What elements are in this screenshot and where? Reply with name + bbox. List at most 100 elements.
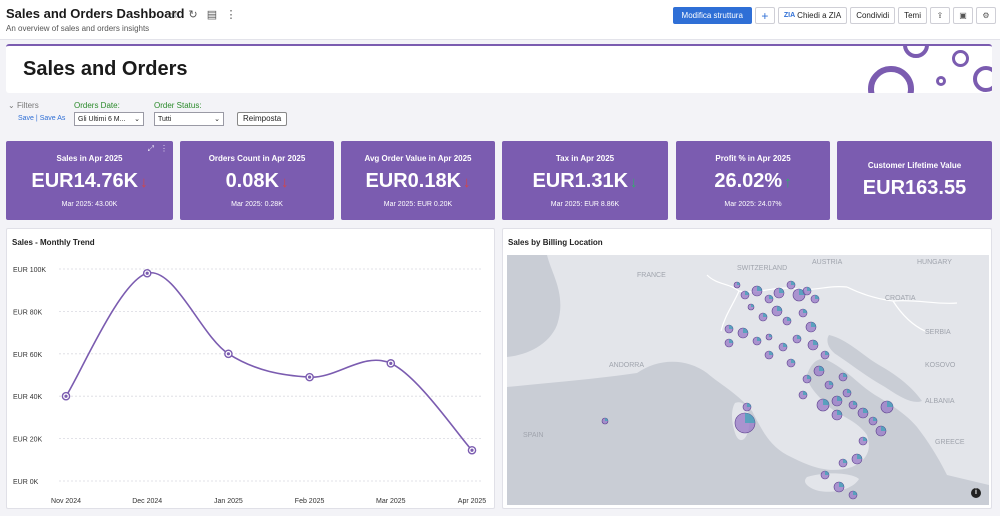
sales-series-line — [65, 272, 473, 451]
info-icon[interactable]: i — [971, 488, 981, 498]
location-bubble-slice — [825, 351, 829, 355]
kpi-compare: Mar 2025: EUR 8.86K — [550, 201, 620, 208]
arrow-down-icon: ↓ — [463, 174, 471, 191]
y-tick-label: EUR 80K — [13, 309, 43, 316]
location-bubble-slice — [757, 337, 761, 341]
kpi-card-profit[interactable]: Profit % in Apr 2025 26.02% ↑ Mar 2025: 2… — [676, 141, 830, 220]
top-bar: Sales and Orders Dashboard An overview o… — [0, 0, 1000, 40]
location-bubble-slice — [853, 491, 857, 495]
arrow-down-icon: ↓ — [630, 174, 638, 191]
kpi-title: Orders Count in Apr 2025 — [208, 154, 306, 163]
kpi-card-orders-count[interactable]: Orders Count in Apr 2025 0.08K ↓ Mar 2025… — [180, 141, 334, 220]
decorative-circle-icon — [973, 66, 992, 92]
kpi-card-sales[interactable]: ⤢ ⋮ Sales in Apr 2025 EUR14.76K ↓ Mar 202… — [6, 141, 173, 220]
country-border — [706, 274, 958, 332]
decorative-circle-icon — [952, 50, 969, 67]
kpi-card-customer-lifetime-value[interactable]: Customer Lifetime Value EUR163.55 — [837, 141, 992, 220]
location-bubble-slice — [819, 366, 824, 371]
location-bubble-slice — [803, 309, 807, 313]
location-bubble-slice — [857, 454, 862, 459]
location-bubble-slice — [769, 295, 773, 299]
chart-title: Sales - Monthly Trend — [12, 238, 95, 247]
filter-save-links: Save | Save As — [18, 115, 65, 122]
save-as-link[interactable]: Save As — [39, 115, 66, 122]
present-icon[interactable]: ▣ — [953, 7, 973, 24]
kpi-compare: Mar 2025: 0.28K — [231, 201, 283, 208]
location-bubble-slice — [777, 306, 782, 311]
title-actions: ☆ ↻ ▤ ⋮ — [168, 8, 237, 21]
location-bubble-slice — [837, 396, 842, 401]
map-country-label: SERBIA — [925, 329, 951, 336]
kpi-title: Customer Lifetime Value — [867, 161, 962, 170]
filters-toggle[interactable]: ⌄ Filters — [8, 101, 39, 110]
edit-layout-button[interactable]: Modifica struttura — [672, 7, 752, 24]
location-bubble-slice — [737, 282, 740, 285]
location-bubble-slice — [797, 335, 801, 339]
location-bubble-slice — [769, 334, 772, 337]
kpi-card-tax[interactable]: Tax in Apr 2025 EUR1.31K ↓ Mar 2025: EUR … — [502, 141, 668, 220]
save-link[interactable]: Save — [18, 115, 34, 122]
map[interactable]: FRANCE SWITZERLAND AUSTRIA HUNGARY CROATIA SE… — [507, 255, 989, 505]
dashboard-subtitle: An overview of sales and orders insights — [6, 24, 150, 33]
more-options-icon[interactable]: ⋮ — [160, 144, 168, 153]
x-tick-label: Apr 2025 — [458, 498, 487, 505]
kpi-value-text: EUR0.18K — [365, 170, 462, 192]
map-country-label: SPAIN — [523, 432, 544, 439]
reset-button[interactable]: Reimposta — [237, 112, 288, 126]
location-bubble-slice — [843, 459, 847, 463]
expand-icon[interactable]: ⤢ — [147, 144, 154, 153]
orders-date-select[interactable]: Gli Ultimi 6 M... ⌄ — [74, 112, 144, 126]
map-svg: FRANCE SWITZERLAND AUSTRIA HUNGARY CROATIA SE… — [507, 255, 989, 505]
ask-zia-button[interactable]: ZIA Chiedi a ZIA — [777, 7, 848, 24]
kpi-value: EUR14.76K ↓ — [6, 170, 173, 193]
add-button[interactable]: + — [754, 7, 775, 24]
location-bubble-slice — [605, 418, 608, 421]
location-bubble-slice — [881, 426, 886, 431]
map-country-label: CROATIA — [885, 295, 916, 302]
filters-bar: ⌄ Filters Save | Save As Orders Date: Gl… — [6, 98, 992, 134]
decorative-circle-icon — [936, 76, 946, 86]
more-options-icon[interactable]: ⋮ — [225, 9, 237, 21]
decorative-circle-icon — [868, 66, 914, 93]
save-icon[interactable]: ▤ — [206, 9, 218, 21]
chevron-down-icon: ⌄ — [134, 116, 140, 123]
location-bubble-slice — [787, 317, 791, 321]
location-bubble-slice — [763, 313, 767, 317]
x-tick-label: Feb 2025 — [295, 498, 325, 505]
chevron-down-icon: ⌄ — [214, 116, 220, 123]
location-bubble-slice — [813, 340, 818, 345]
x-tick-label: Nov 2024 — [51, 498, 81, 505]
card-actions: ⤢ ⋮ — [148, 144, 168, 154]
order-status-label: Order Status: — [154, 101, 202, 110]
share-button[interactable]: Condividi — [850, 7, 896, 24]
map-country-label: KOSOVO — [925, 362, 956, 369]
banner: Sales and Orders — [6, 44, 992, 93]
location-bubble-slice — [807, 287, 811, 291]
order-status-select[interactable]: Tutti ⌄ — [154, 112, 224, 126]
location-bubble-slice — [843, 373, 847, 377]
kpi-value: 26.02% ↑ — [676, 170, 830, 193]
themes-button[interactable]: Temi — [898, 7, 927, 24]
export-icon[interactable]: ⇪ — [930, 7, 950, 24]
kpi-value: EUR1.31K ↓ — [502, 170, 668, 193]
orders-date-filter: Orders Date: Gli Ultimi 6 M... ⌄ — [74, 101, 144, 126]
sicily-island — [805, 473, 859, 492]
kpi-card-avg-order-value[interactable]: Avg Order Value in Apr 2025 EUR0.18K ↓ Ma… — [341, 141, 495, 220]
kpi-value-text: EUR163.55 — [862, 177, 967, 199]
map-title: Sales by Billing Location — [508, 238, 603, 247]
map-country-label: SWITZERLAND — [737, 265, 787, 272]
refresh-icon[interactable]: ↻ — [188, 9, 198, 21]
data-point-center — [470, 448, 474, 452]
y-tick-label: EUR 40K — [13, 394, 43, 401]
location-bubble-slice — [783, 343, 787, 347]
settings-icon[interactable]: ⚙ — [976, 7, 996, 24]
kpi-value: EUR163.55 — [837, 177, 992, 200]
location-bubble-slice — [757, 286, 762, 291]
location-bubble-slice — [799, 289, 805, 295]
chevron-down-icon: ⌄ — [8, 101, 15, 110]
map-country-label: AUSTRIA — [812, 259, 843, 266]
kpi-title: Avg Order Value in Apr 2025 — [364, 154, 472, 163]
kpi-value-text: EUR1.31K — [532, 170, 629, 192]
star-icon[interactable]: ☆ — [169, 9, 179, 21]
arrow-down-icon: ↓ — [140, 174, 148, 191]
